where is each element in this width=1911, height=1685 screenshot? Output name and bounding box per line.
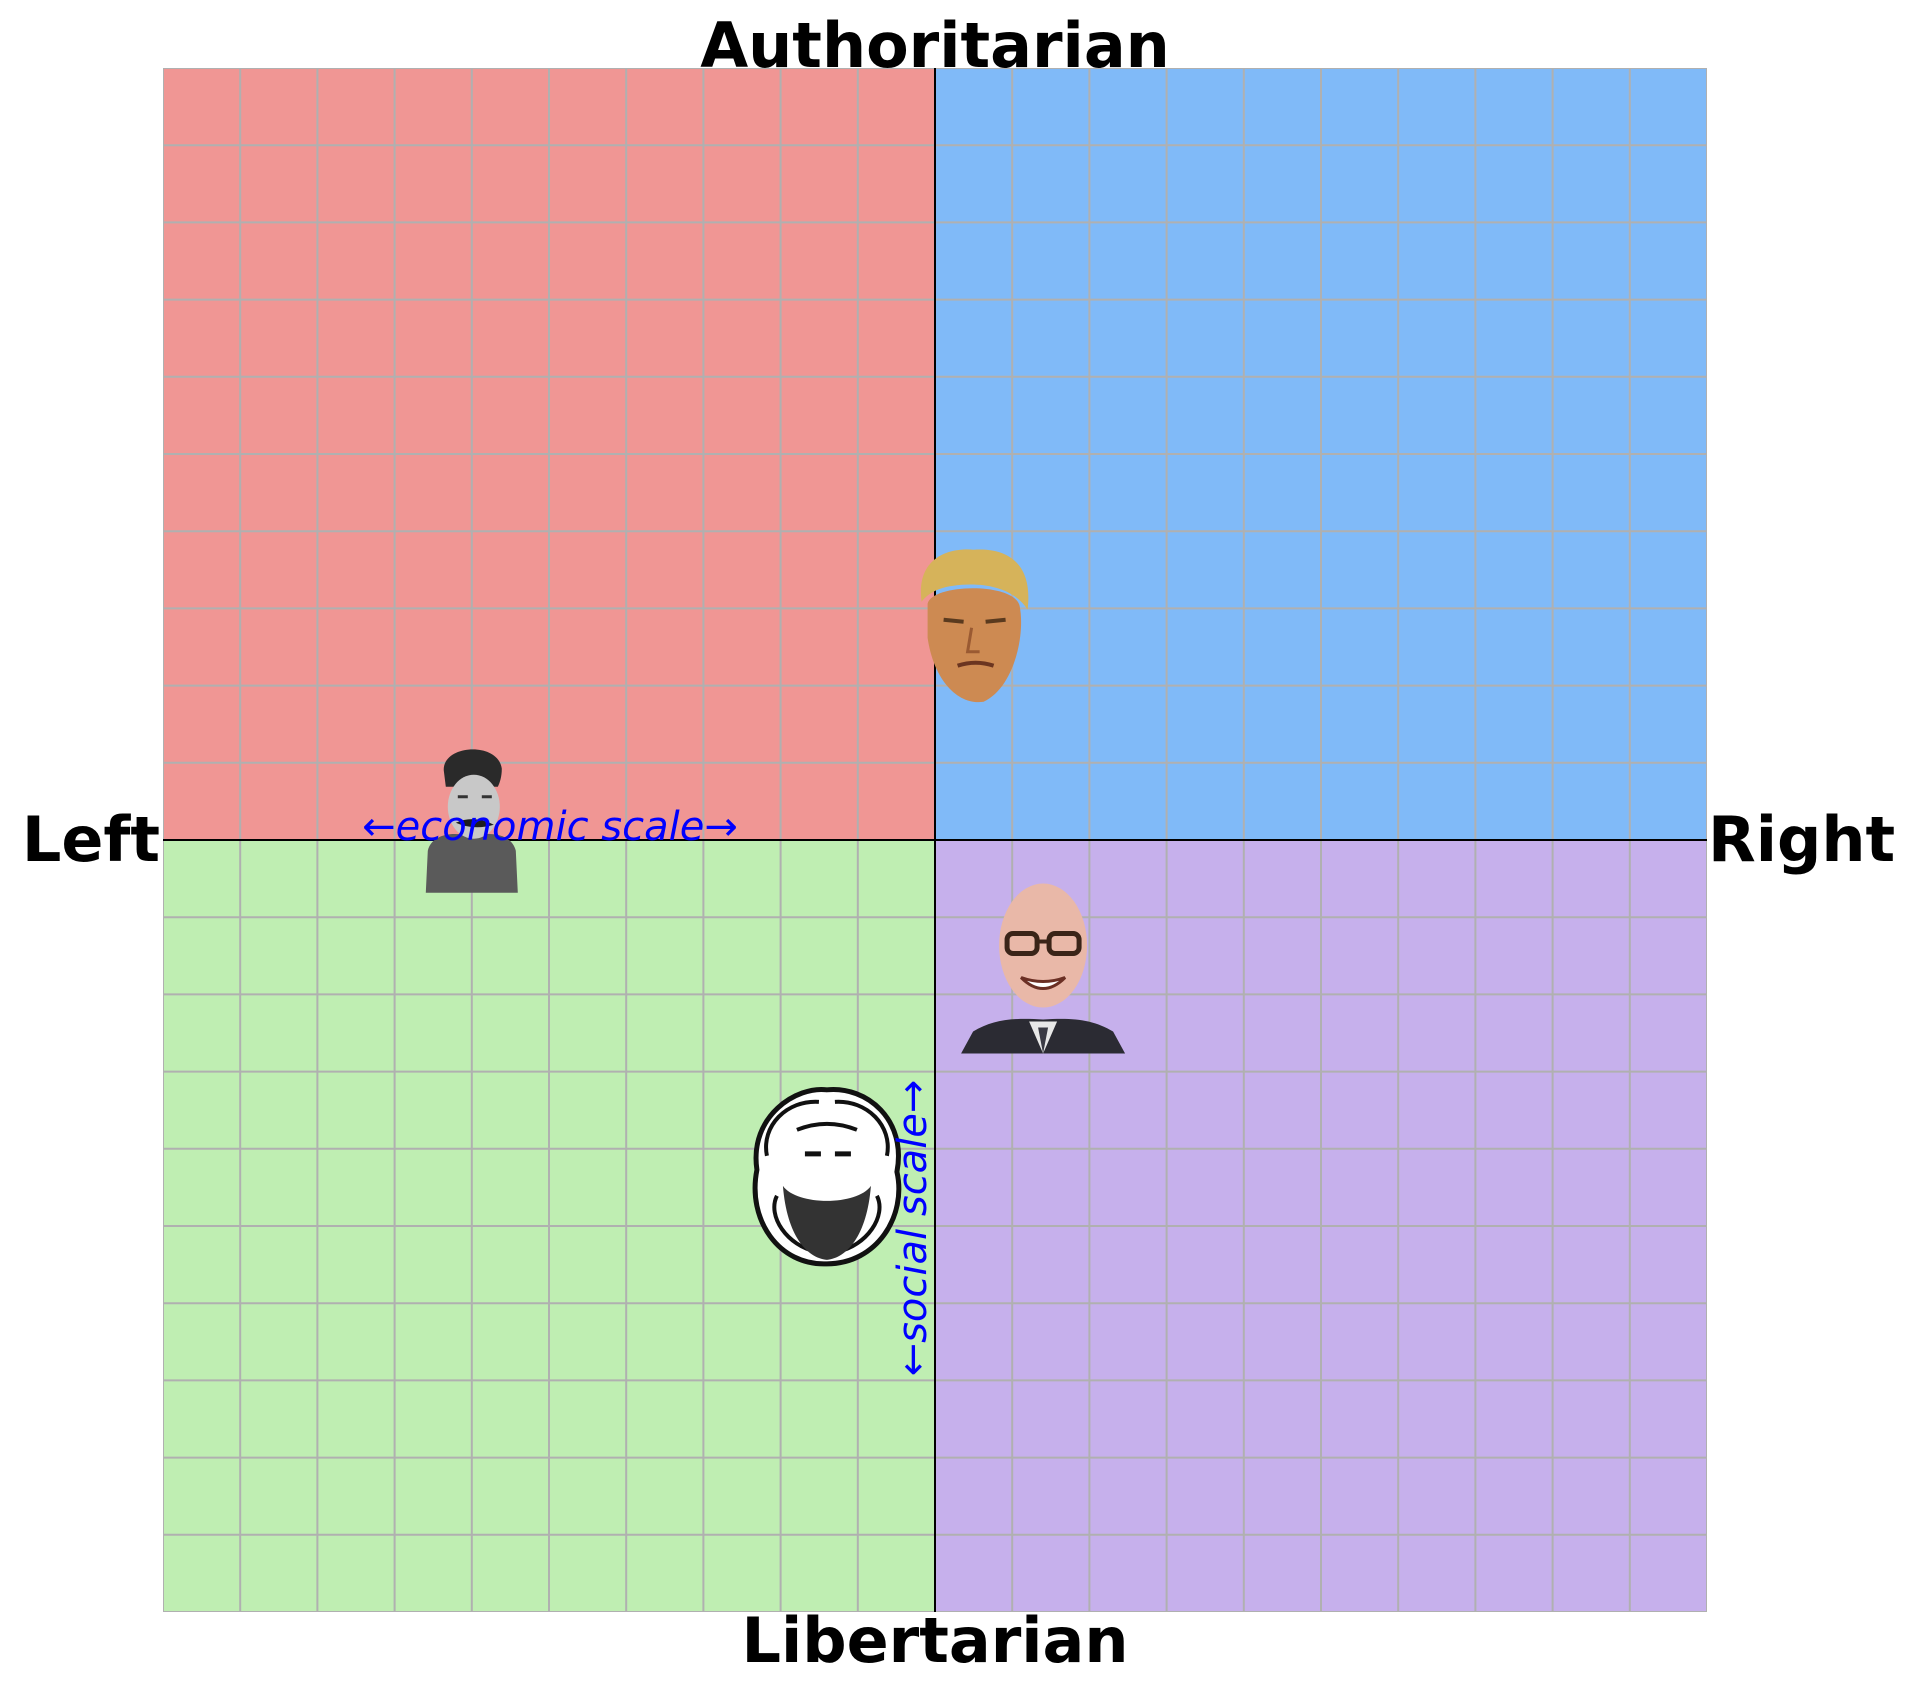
axis-label-libertarian: Libertarian <box>741 1604 1128 1677</box>
axis-label-left: Left <box>22 803 160 876</box>
social-scale-label: ←social scale→ <box>890 1080 936 1377</box>
economic-scale-label: ←economic scale→ <box>362 804 738 850</box>
axis-label-authoritarian: Authoritarian <box>700 9 1170 82</box>
axis-label-right: Right <box>1708 803 1895 876</box>
portrait-marx-icon <box>755 1089 899 1263</box>
